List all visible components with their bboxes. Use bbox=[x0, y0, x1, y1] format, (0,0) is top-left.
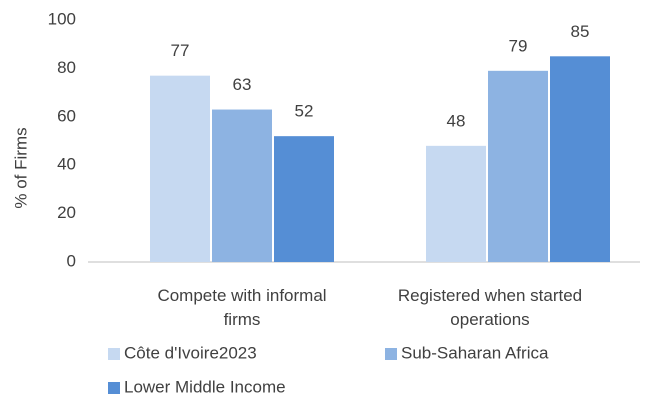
data-label: 52 bbox=[295, 102, 314, 121]
bar bbox=[426, 145, 486, 262]
legend-swatch bbox=[108, 382, 120, 394]
legend-label: Lower Middle Income bbox=[124, 377, 286, 396]
y-tick-label: 80 bbox=[57, 58, 76, 77]
y-tick-label: 100 bbox=[48, 9, 76, 28]
legend-swatch bbox=[108, 348, 120, 360]
y-tick-label: 60 bbox=[57, 106, 76, 125]
x-tick-label: Compete with informal firms bbox=[157, 286, 327, 329]
y-tick-label: 0 bbox=[67, 251, 76, 270]
legend-label: Sub-Saharan Africa bbox=[401, 343, 549, 362]
data-label: 85 bbox=[571, 22, 590, 41]
bar bbox=[150, 75, 210, 262]
bar bbox=[488, 70, 548, 262]
data-label: 79 bbox=[509, 36, 528, 55]
bar bbox=[212, 109, 272, 262]
legend-label: Côte d'Ivoire2023 bbox=[124, 343, 257, 362]
x-tick-label: Registered when started operations bbox=[397, 286, 583, 329]
legend-swatch bbox=[385, 348, 397, 360]
data-label: 63 bbox=[233, 75, 252, 94]
bar bbox=[550, 56, 610, 262]
bar bbox=[274, 136, 334, 262]
y-tick-label: 20 bbox=[57, 203, 76, 222]
data-label: 48 bbox=[447, 111, 466, 130]
data-label: 77 bbox=[171, 41, 190, 60]
y-axis-label: % of Firms bbox=[11, 127, 30, 208]
y-tick-label: 40 bbox=[57, 155, 76, 174]
